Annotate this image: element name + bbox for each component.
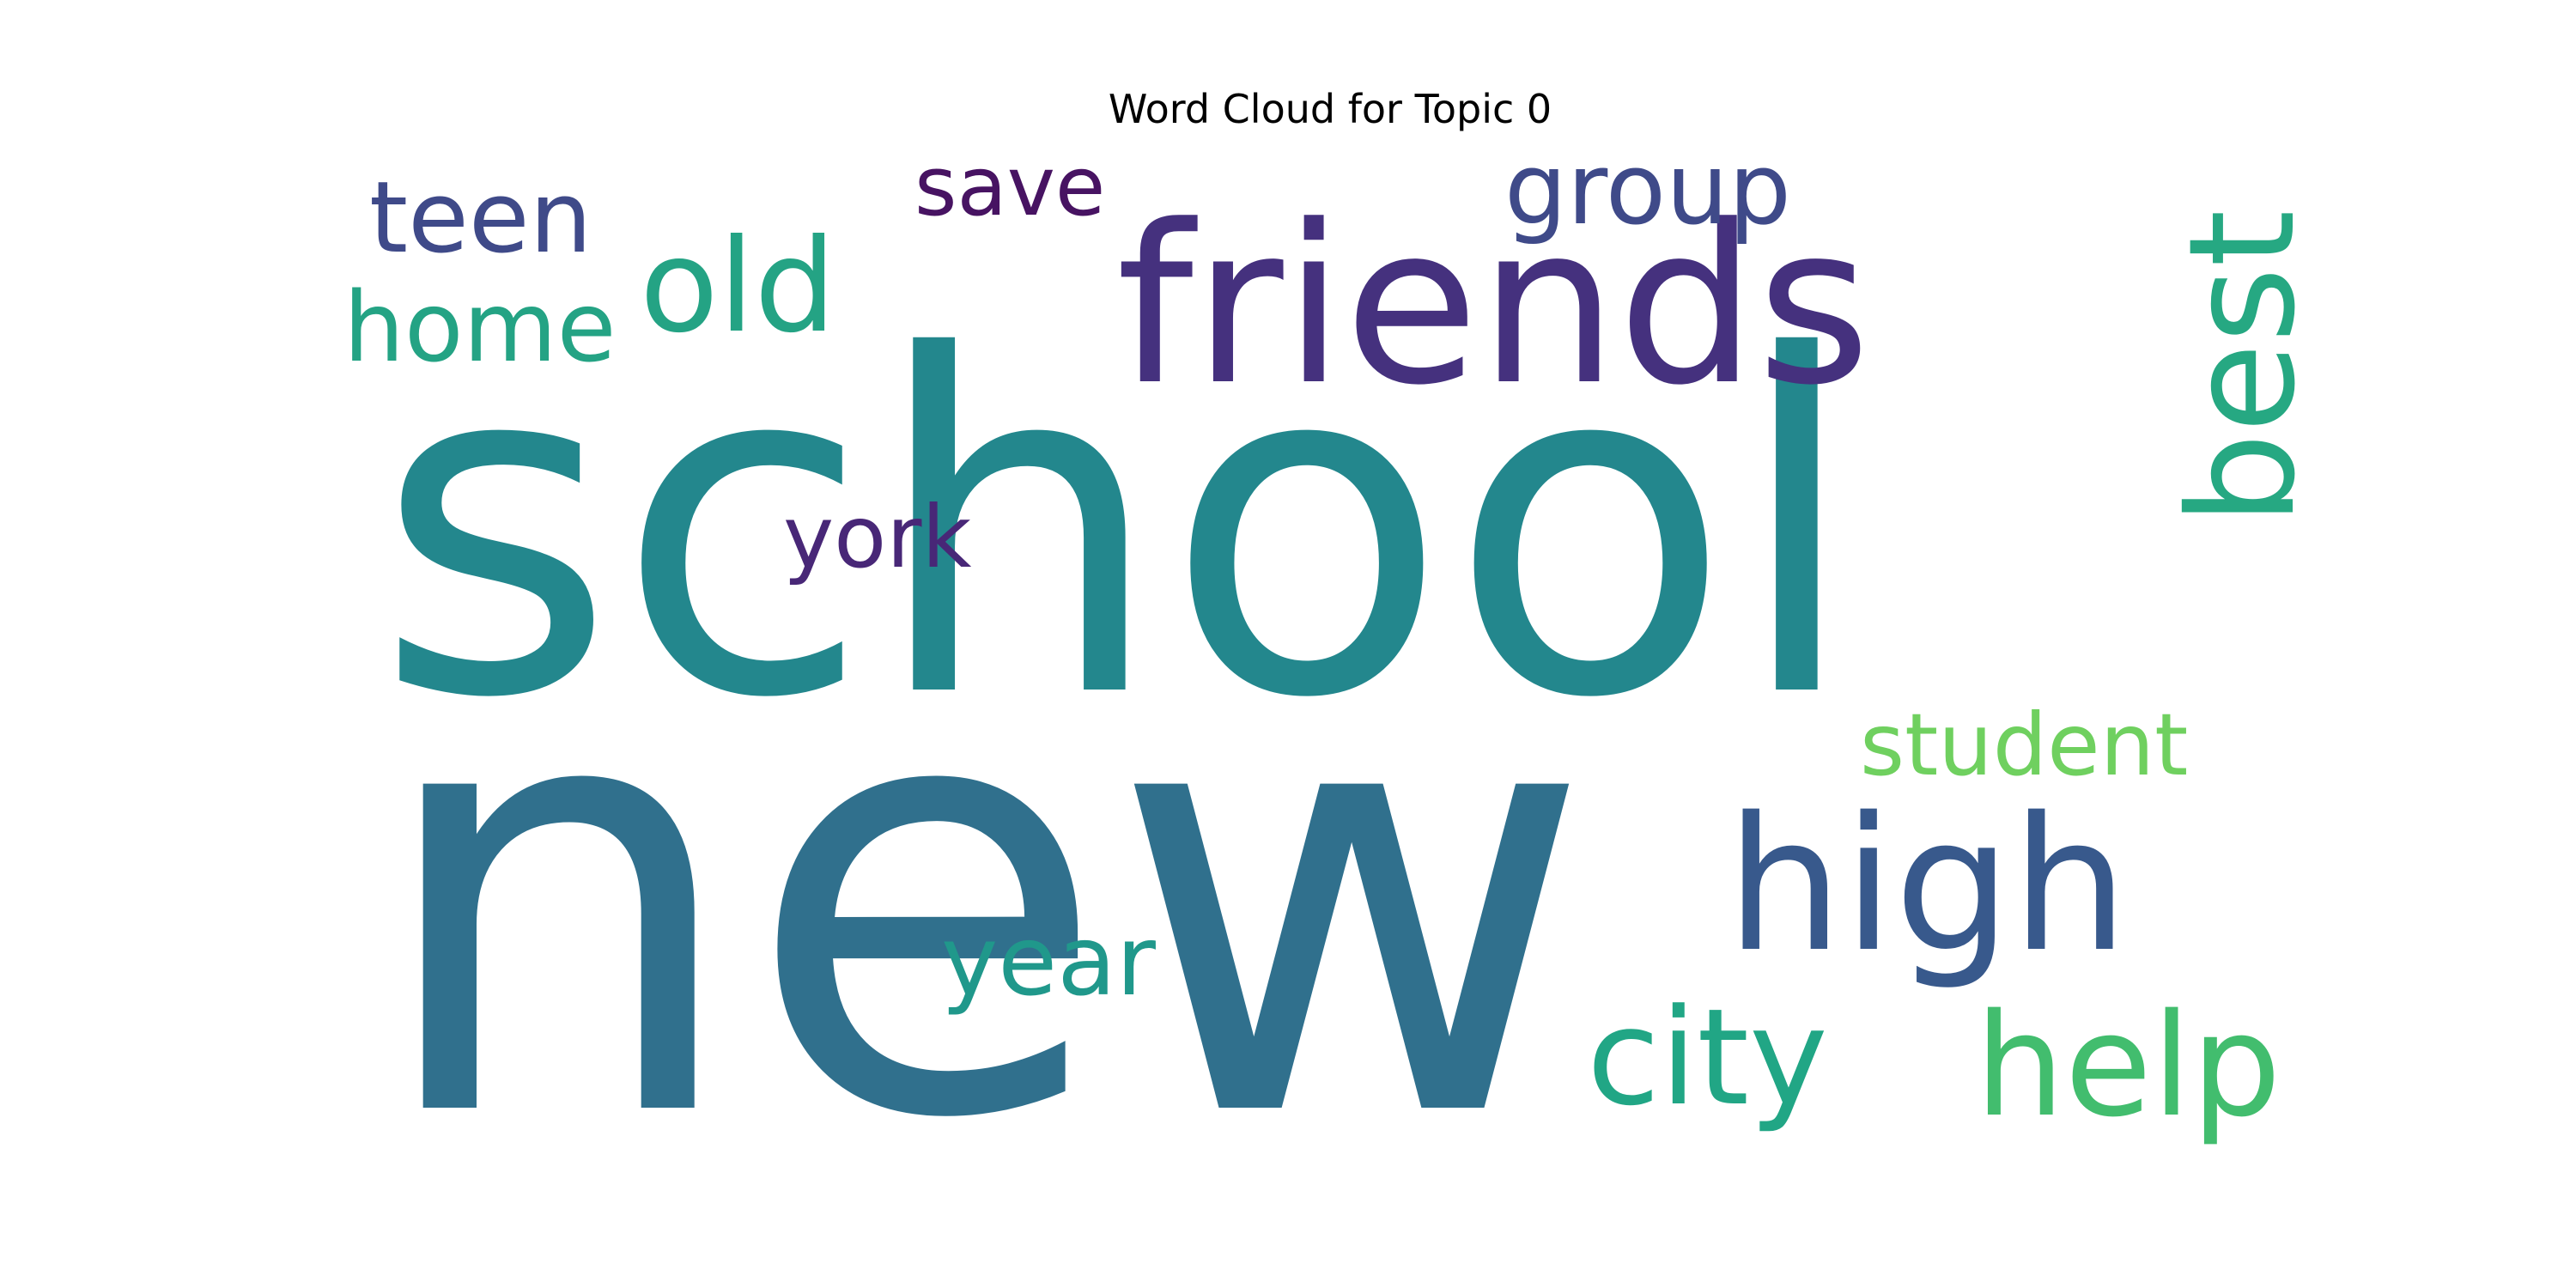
- word-help: help: [1975, 983, 2281, 1148]
- word-home: home: [343, 272, 617, 384]
- word-save: save: [914, 140, 1105, 234]
- word-student: student: [1860, 695, 2188, 795]
- word-friends: friends: [1116, 179, 1871, 434]
- word-group: group: [1504, 132, 1791, 247]
- word-high: high: [1726, 777, 2129, 993]
- word-school: school: [374, 260, 1861, 799]
- word-city: city: [1587, 980, 1828, 1135]
- word-york: york: [783, 487, 971, 587]
- word-old: old: [640, 212, 836, 361]
- word-new: new: [369, 558, 1594, 1248]
- word-year: year: [941, 906, 1157, 1018]
- word-teen: teen: [369, 161, 592, 276]
- chart-title: Word Cloud for Topic 0: [1108, 86, 1552, 132]
- word-best: best: [2158, 210, 2328, 526]
